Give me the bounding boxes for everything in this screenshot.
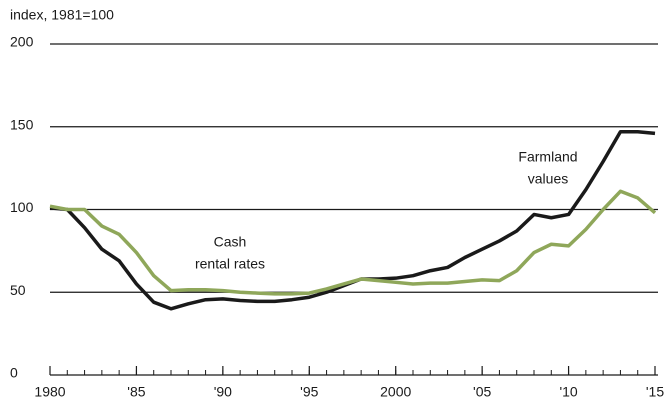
y-tick-label: 150 <box>10 116 34 132</box>
series-label: rental rates <box>195 256 265 272</box>
y-axis-label: index, 1981=100 <box>10 7 114 23</box>
y-tick-label: 0 <box>10 365 18 381</box>
x-tick-label: '05 <box>473 384 491 400</box>
x-tick-label: 2000 <box>380 384 411 400</box>
x-tick-label: '10 <box>559 384 577 400</box>
y-tick-label: 200 <box>10 34 34 50</box>
x-tick-label: '90 <box>214 384 232 400</box>
y-tick-label: 100 <box>10 199 34 215</box>
series-label: Cash <box>214 234 247 250</box>
series-label: values <box>528 171 568 187</box>
data-line <box>49 189 657 296</box>
x-tick-label: '15 <box>646 384 664 400</box>
y-tick-label: 50 <box>10 282 26 298</box>
x-tick-label: '85 <box>127 384 145 400</box>
x-tick-label: '95 <box>300 384 318 400</box>
x-tick-label: 1980 <box>34 384 65 400</box>
series-label: Farmland <box>518 149 577 165</box>
